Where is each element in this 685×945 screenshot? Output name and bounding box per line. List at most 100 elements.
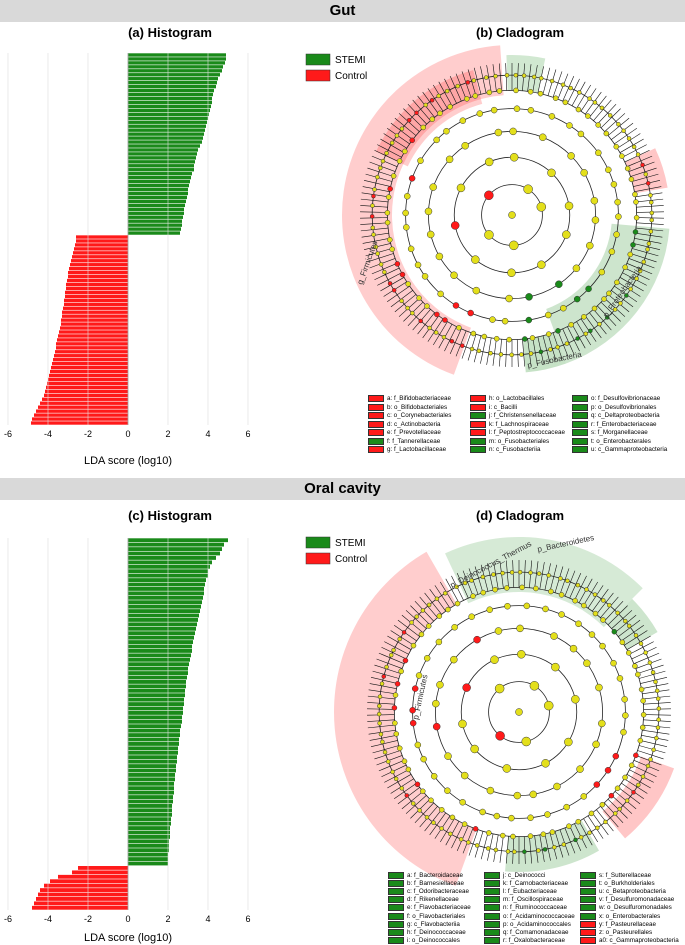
cladogram-key-item: p: o_Desulfovibrionales	[572, 403, 656, 412]
tree-node	[371, 232, 376, 237]
tree-node	[632, 229, 639, 235]
tree-node	[513, 87, 519, 94]
tree-node	[536, 571, 542, 576]
tree-node	[469, 578, 474, 583]
tree-branch	[367, 253, 394, 263]
stemi-bar	[128, 219, 182, 223]
tree-branch	[635, 227, 664, 232]
key-swatch	[484, 928, 500, 936]
tree-node	[585, 285, 592, 293]
tree-branch	[619, 138, 644, 153]
key-swatch	[484, 920, 500, 928]
tree-branch	[486, 337, 492, 365]
tree-node	[528, 570, 533, 575]
tree-node	[620, 728, 627, 736]
tree-node	[598, 268, 606, 276]
tree-branch	[360, 222, 388, 225]
tree-node	[569, 644, 578, 653]
tree-node	[490, 106, 498, 114]
stemi-bar	[128, 737, 179, 742]
key-label: q: c_Deltaproteobacteria	[591, 412, 660, 420]
stemi-bar	[128, 156, 196, 160]
tree-branch	[539, 834, 545, 862]
tree-node	[613, 231, 620, 238]
tree-node	[445, 155, 454, 164]
tree-branch	[600, 108, 621, 129]
tree-node	[555, 328, 561, 334]
tree-branch	[381, 647, 407, 660]
control-bar	[62, 310, 128, 314]
control-bar	[53, 358, 128, 362]
tree-node	[627, 251, 633, 258]
tree-node	[513, 72, 519, 78]
key-label: j: f_Christensenellaceae	[489, 412, 557, 420]
tree-node	[539, 76, 544, 81]
tree-branch	[607, 605, 628, 626]
tree-branch	[587, 585, 604, 609]
tree-node	[643, 650, 648, 655]
tree-node	[444, 88, 450, 94]
tree-node	[454, 600, 461, 607]
tree-node	[587, 830, 592, 835]
tree-node	[427, 325, 432, 331]
tree-node	[391, 288, 397, 293]
tree-branch	[394, 782, 417, 799]
tree-branch	[617, 133, 641, 149]
key-swatch	[388, 872, 404, 879]
tree-node	[399, 298, 404, 304]
tree-node	[533, 585, 539, 592]
tree-node	[615, 610, 620, 616]
tree-node	[527, 107, 535, 114]
tree-branch	[429, 812, 446, 836]
tree-node	[619, 153, 625, 159]
tree-node	[653, 679, 658, 685]
tree-node	[555, 344, 560, 350]
stemi-bar	[128, 857, 168, 861]
cladogram-key-item: m: o_Fusobacteriales	[470, 437, 549, 446]
key-label: i: o_Deinococcales	[407, 936, 460, 944]
cladogram-key-item: a0: c_Gammaproteobacteria	[580, 936, 679, 945]
control-bar	[61, 318, 128, 322]
tree-node	[527, 89, 534, 95]
key-label: o: f_Acidaminococcaceae	[503, 912, 575, 920]
histogram-c-xlabel: LDA score (log10)	[84, 932, 172, 944]
histogram-a-legend: STEMI Control	[305, 53, 367, 82]
stemi-bar	[128, 112, 209, 117]
tree-branch	[372, 745, 400, 754]
tree-branch	[562, 328, 575, 354]
tree-node	[444, 752, 452, 760]
tree-branch	[597, 103, 617, 125]
tree-node	[655, 725, 661, 730]
key-swatch	[580, 880, 596, 888]
stemi-bar	[128, 640, 193, 644]
tree-node	[405, 766, 412, 773]
tree-node	[506, 336, 512, 343]
key-swatch	[484, 912, 500, 920]
tree-node	[459, 798, 466, 806]
tree-node	[430, 773, 438, 780]
tree-branch	[592, 812, 609, 836]
tree-branch	[449, 76, 462, 102]
key-label: p: o_Acidaminococcales	[503, 920, 571, 928]
tree-node	[604, 315, 610, 320]
tree-node	[638, 686, 645, 693]
tree-branch	[542, 67, 551, 95]
tree-node	[410, 642, 417, 649]
tree-node	[387, 237, 393, 243]
tree-node	[592, 610, 599, 617]
tree-node	[565, 578, 570, 584]
control-bar	[42, 397, 128, 401]
tree-branch	[374, 750, 401, 760]
tree-branch	[636, 205, 664, 208]
tree-node	[523, 602, 531, 610]
tree-node	[435, 638, 443, 646]
tree-node	[454, 584, 459, 590]
tree-branch	[564, 570, 576, 597]
tree-node	[496, 88, 503, 94]
cladogram-key-item: e: f_Prevotellaceae	[368, 429, 441, 437]
cladogram-key-item: x: o_Enterobacterales	[580, 912, 660, 921]
control-bar	[52, 361, 128, 366]
tree-node	[575, 620, 582, 628]
tree-node	[605, 166, 612, 174]
stemi-bar	[128, 231, 180, 235]
